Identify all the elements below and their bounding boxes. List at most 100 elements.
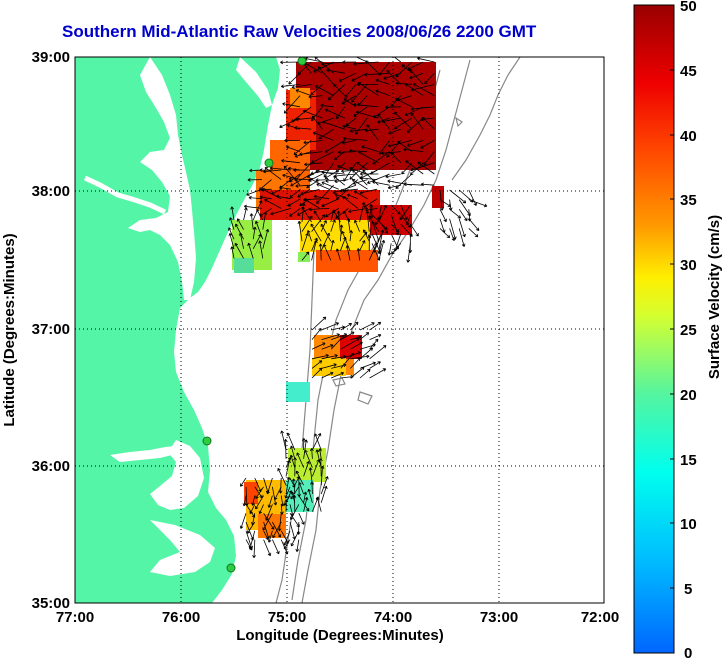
x-tick: 74:00 xyxy=(374,609,412,626)
chesapeake-bay xyxy=(128,57,196,300)
velocity-arrow xyxy=(345,117,357,127)
velocity-arrow xyxy=(338,72,357,82)
velocity-arrow xyxy=(318,458,323,477)
velocity-arrow xyxy=(340,352,354,369)
velocity-arrow xyxy=(228,227,235,240)
velocity-arrow xyxy=(372,180,390,186)
velocity-arrow xyxy=(368,215,380,232)
velocity-arrow xyxy=(348,166,368,175)
velocity-arrow xyxy=(405,214,411,226)
velocity-arrow xyxy=(375,214,382,226)
velocity-arrow xyxy=(262,513,273,531)
velocity-arrow xyxy=(343,210,351,223)
velocity-arrow xyxy=(412,83,435,96)
velocity-arrow xyxy=(303,439,308,459)
velocity-arrow xyxy=(321,333,340,340)
velocity-arrow xyxy=(298,495,310,512)
velocity-arrow xyxy=(303,140,323,145)
velocity-arrow xyxy=(295,184,312,188)
velocity-arrow xyxy=(384,105,401,110)
velocity-arrow xyxy=(321,322,340,331)
velocity-arrow xyxy=(346,217,351,232)
cb-tick: 10 xyxy=(680,516,697,533)
velocity-arrow xyxy=(375,78,390,85)
velocity-arrow xyxy=(410,162,435,172)
velocity-arrow xyxy=(400,204,408,221)
velocity-arrow xyxy=(449,228,456,241)
cb-tick: 15 xyxy=(680,452,697,469)
velocity-arrow xyxy=(285,145,301,152)
velocity-arrow xyxy=(310,169,330,176)
velocity-arrow xyxy=(280,84,301,89)
velocity-arrow xyxy=(301,215,313,232)
velocity-arrow xyxy=(247,242,254,259)
velocity-arrow xyxy=(409,72,424,80)
velocity-arrow xyxy=(267,530,273,543)
cb-tick: 0 xyxy=(684,645,692,659)
velocity-arrow xyxy=(310,481,314,495)
velocity-arrow xyxy=(381,117,401,124)
velocity-arrow xyxy=(320,103,334,108)
velocity-arrow xyxy=(353,102,379,108)
velocity-arrow xyxy=(359,368,371,379)
velocity-arrow xyxy=(468,218,480,232)
velocity-arrow xyxy=(288,72,301,85)
radar-stations xyxy=(202,57,307,573)
velocity-arrow xyxy=(354,117,368,135)
velocity-arrow xyxy=(290,486,300,500)
velocity-arrow xyxy=(280,60,301,65)
velocity-arrow xyxy=(252,226,257,240)
velocity-arrow xyxy=(367,235,372,251)
velocity-arrow xyxy=(359,176,378,180)
velocity-arrow xyxy=(385,173,401,179)
velocity-arrow xyxy=(293,457,297,477)
velocity-arrow xyxy=(274,486,282,501)
velocity-arrow xyxy=(272,521,282,539)
velocity-arrow xyxy=(420,182,435,187)
velocity-arrow xyxy=(468,189,477,206)
velocity-arrow xyxy=(371,221,380,242)
velocity-arrow xyxy=(334,179,349,184)
velocity-arrow xyxy=(306,169,320,178)
velocity-arrow xyxy=(301,206,312,223)
velocity-arrow xyxy=(263,530,269,541)
velocity-arrow xyxy=(303,491,308,503)
velocity-arrow xyxy=(297,220,303,242)
velocity-arrow xyxy=(306,230,312,242)
velocity-arrow xyxy=(378,204,387,223)
velocity-arrow xyxy=(381,151,401,155)
velocity-arrow xyxy=(311,115,323,130)
velocity-arrow xyxy=(251,495,256,506)
velocity-arrow xyxy=(342,60,357,65)
velocity-arrow xyxy=(321,61,345,66)
delaware-bay xyxy=(236,57,272,108)
velocity-arrow xyxy=(324,169,340,179)
velocity-arrow xyxy=(286,432,296,451)
velocity-arrow xyxy=(282,102,301,108)
x-tick: 76:00 xyxy=(162,609,200,626)
velocity-arrow xyxy=(343,136,368,141)
cb-tick: 50 xyxy=(680,0,697,15)
velocity-arrow xyxy=(458,228,466,247)
velocity-arrow xyxy=(289,188,301,199)
velocity-arrow xyxy=(320,476,329,495)
velocity-arrow xyxy=(312,432,322,451)
cb-tick: 45 xyxy=(680,63,697,80)
y-tick: 37:00 xyxy=(32,321,70,338)
velocity-arrow xyxy=(332,184,357,194)
velocity-arrow xyxy=(350,354,370,360)
velocity-arrow xyxy=(403,147,424,152)
velocity-arrow xyxy=(359,240,366,251)
velocity-arrow xyxy=(308,94,323,99)
velocity-arrow xyxy=(340,331,355,340)
velocity-arrow xyxy=(410,106,435,111)
colorbar-tick-labels: 50 45 40 35 30 25 20 15 10 5 0 xyxy=(680,0,697,659)
velocity-arrow xyxy=(248,195,263,200)
velocity-arrow xyxy=(288,208,301,217)
velocity-arrow xyxy=(394,97,413,108)
velocity-arrow xyxy=(342,140,357,145)
velocity-arrow xyxy=(242,495,247,507)
velocity-arrow xyxy=(258,504,264,515)
velocity-arrow xyxy=(368,242,378,261)
